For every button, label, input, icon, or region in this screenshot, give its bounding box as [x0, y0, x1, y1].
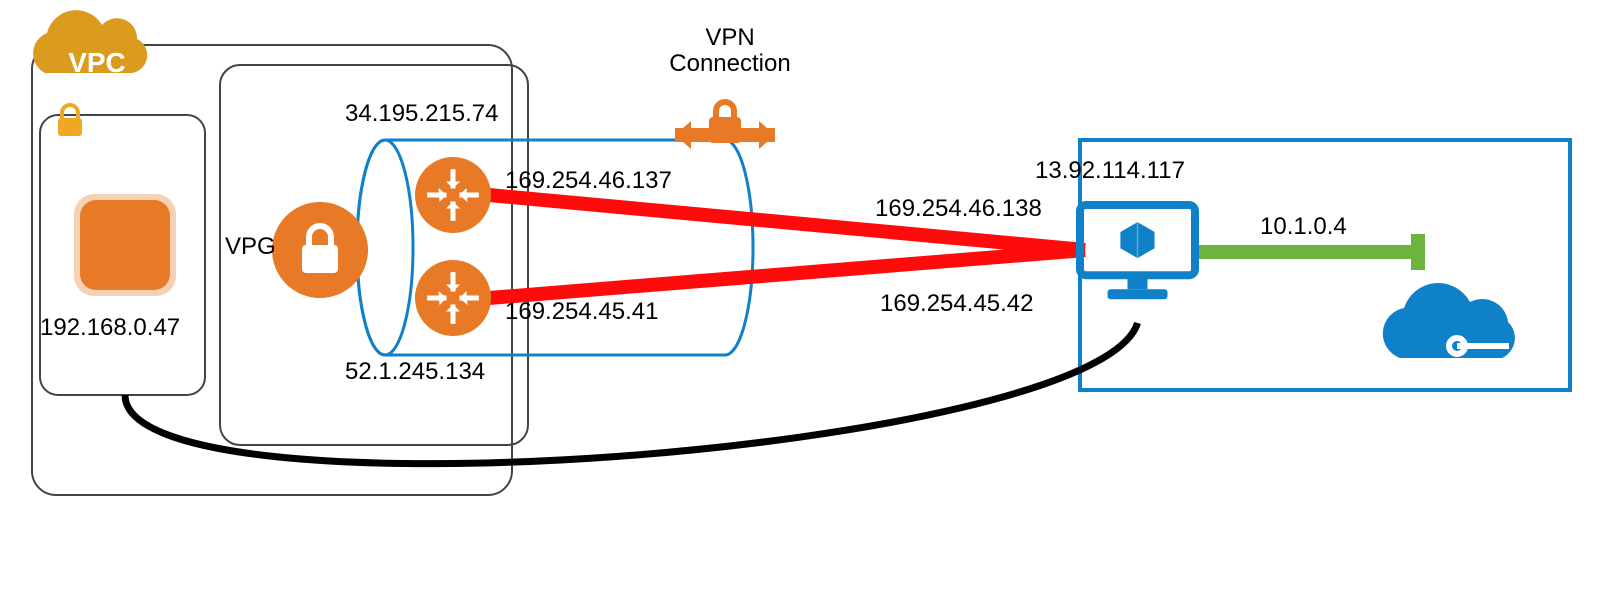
vpg-lock-icon — [272, 202, 368, 298]
tunnel1-inside-remote: 169.254.46.138 — [875, 195, 1042, 223]
subnet-lock-icon — [58, 105, 82, 136]
instance-ip-label: 192.168.0.47 — [40, 314, 180, 342]
vm-public-ip: 13.92.114.117 — [1035, 157, 1185, 185]
vpn-connection-label: VPNConnection — [650, 25, 810, 78]
vpg-label: VPG — [225, 233, 276, 261]
vpc-cloud-icon: VPC — [33, 10, 147, 78]
tunnel2-public-ip: 52.1.245.134 — [345, 358, 485, 386]
svg-text:VPC: VPC — [68, 47, 126, 78]
tunnel1-public-ip: 34.195.215.74 — [345, 100, 498, 128]
tunnel2-inside-aws: 169.254.45.41 — [505, 298, 658, 326]
azure-vm-icon — [1080, 205, 1195, 299]
vm-private-ip: 10.1.0.4 — [1260, 213, 1347, 241]
azure-cloud-icon — [1383, 283, 1515, 358]
vpn-router-1-icon — [415, 157, 491, 233]
tunnel2-inside-remote: 169.254.45.42 — [880, 290, 1033, 318]
tunnel1-inside-aws: 169.254.46.137 — [505, 167, 672, 195]
vpn-router-2-icon — [415, 260, 491, 336]
ec2-instance-icon — [74, 194, 176, 296]
vpn-connection-icon — [675, 102, 775, 149]
traffic-path — [125, 323, 1138, 464]
